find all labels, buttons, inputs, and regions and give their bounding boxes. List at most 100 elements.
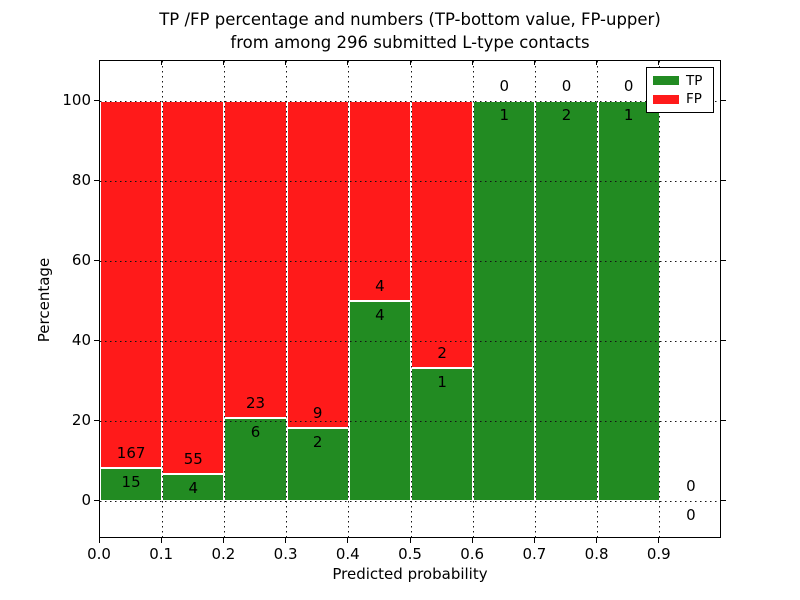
x-tick-label: 0.8 — [584, 545, 609, 563]
x-gridline — [472, 61, 474, 537]
legend-label-tp: TP — [686, 72, 703, 89]
fp-bar — [100, 101, 163, 469]
y-tick-label: 0 — [81, 490, 91, 509]
x-axis-label: Predicted probability — [332, 565, 488, 583]
tp-count-label: 2 — [561, 105, 572, 124]
x-tick — [98, 538, 100, 543]
x-gridline — [286, 61, 288, 537]
tp-count-label: 1 — [623, 105, 634, 124]
tp-bar — [411, 367, 474, 501]
y-tick-right — [721, 419, 726, 421]
x-tick-top — [98, 60, 100, 65]
y-tick — [94, 419, 99, 421]
tp-count-label: 1 — [437, 372, 447, 391]
x-tick — [347, 538, 349, 543]
y-gridline — [100, 500, 720, 502]
x-gridline — [659, 61, 661, 537]
y-gridline — [100, 340, 720, 342]
tp-count-label: 1 — [499, 105, 510, 124]
tp-bar — [535, 101, 598, 501]
x-tick-top — [596, 60, 598, 65]
x-gridline — [410, 61, 412, 537]
tp-swatch-icon — [653, 76, 679, 86]
fp-count-label: 4 — [375, 277, 385, 296]
x-tick — [285, 538, 287, 543]
chart-title: TP /FP percentage and numbers (TP-bottom… — [99, 8, 721, 54]
x-tick-top — [347, 60, 349, 65]
x-tick-label: 0.9 — [646, 545, 671, 563]
fp-count-label: 0 — [686, 477, 696, 496]
y-tick — [94, 499, 99, 501]
x-tick-label: 0.7 — [522, 545, 547, 563]
x-tick — [658, 538, 660, 543]
y-tick-right — [721, 499, 726, 501]
x-tick — [533, 538, 535, 543]
fp-bar — [162, 101, 225, 474]
fp-bar — [286, 101, 349, 429]
y-gridline — [100, 260, 720, 262]
tp-bar — [100, 468, 163, 501]
y-tick-label: 80 — [71, 170, 91, 189]
y-tick — [94, 99, 99, 101]
y-tick-label: 40 — [71, 330, 91, 349]
tp-bar — [348, 301, 411, 501]
tp-bar — [224, 418, 287, 501]
fp-count-label: 0 — [623, 77, 634, 96]
x-tick — [471, 538, 473, 543]
tp-count-label: 4 — [188, 478, 199, 497]
x-tick-top — [533, 60, 535, 65]
y-gridline — [100, 180, 720, 182]
x-gridline — [223, 61, 225, 537]
y-tick — [94, 259, 99, 261]
legend-item-tp: TP — [653, 73, 707, 89]
x-gridline — [597, 61, 599, 537]
legend-item-fp: FP — [653, 91, 707, 107]
tp-count-label: 4 — [375, 305, 385, 324]
y-tick-right — [721, 259, 726, 261]
x-gridline — [348, 61, 350, 537]
y-tick-right — [721, 179, 726, 181]
fp-count-label: 9 — [312, 404, 323, 423]
y-tick — [94, 179, 99, 181]
chart-title-line2: from among 296 submitted L-type contacts — [230, 33, 590, 52]
tp-count-label: 6 — [250, 423, 261, 442]
fp-count-label: 2 — [437, 343, 447, 362]
fp-count-label: 167 — [116, 444, 146, 463]
fp-bar — [224, 101, 287, 419]
legend: TP FP — [646, 67, 714, 113]
fp-count-label: 23 — [245, 394, 266, 413]
tp-bar — [162, 473, 225, 501]
x-tick — [409, 538, 411, 543]
x-tick-label: 0.2 — [211, 545, 236, 563]
y-tick-right — [721, 339, 726, 341]
tp-count-label: 15 — [121, 472, 141, 491]
fp-swatch-icon — [653, 94, 679, 104]
x-tick-label: 0.3 — [273, 545, 298, 563]
x-tick-top — [285, 60, 287, 65]
legend-label-fp: FP — [686, 91, 702, 108]
x-tick-top — [471, 60, 473, 65]
x-tick-top — [222, 60, 224, 65]
x-tick-top — [658, 60, 660, 65]
fp-bar — [411, 101, 474, 368]
x-tick-label: 0.1 — [149, 545, 174, 563]
x-gridline — [161, 61, 163, 537]
x-tick — [596, 538, 598, 543]
x-tick — [222, 538, 224, 543]
y-tick-label: 20 — [71, 410, 91, 429]
fp-bar — [348, 101, 411, 301]
fp-count-label: 0 — [499, 77, 510, 96]
x-gridline — [534, 61, 536, 537]
tp-bar — [597, 101, 660, 501]
x-tick-label: 0.0 — [87, 545, 111, 563]
chart-title-line1: TP /FP percentage and numbers (TP-bottom… — [159, 10, 661, 29]
fp-count-label: 55 — [183, 449, 203, 468]
y-tick — [94, 339, 99, 341]
tp-count-label: 2 — [312, 433, 323, 452]
y-gridline — [100, 420, 720, 422]
y-tick-label: 100 — [62, 90, 91, 109]
plot-area: 167 15 55 4 23 6 9 2 4 4 2 1 0 1 0 2 0 1 0 0 — [99, 60, 721, 538]
x-tick-top — [409, 60, 411, 65]
fp-count-label: 0 — [561, 77, 572, 96]
